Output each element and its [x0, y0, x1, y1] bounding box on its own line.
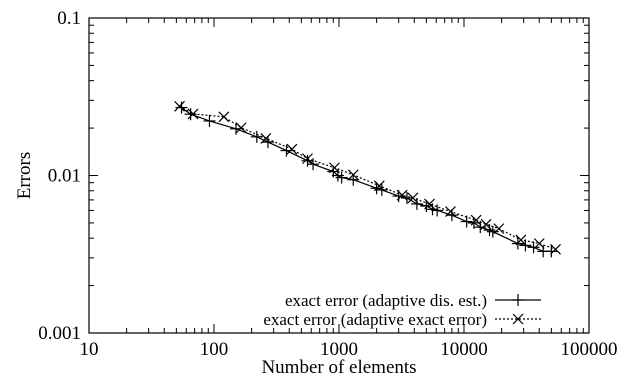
y-tick-label: 0.01: [48, 166, 81, 187]
data-point-1: [527, 241, 540, 254]
series-2: [174, 100, 561, 255]
axis-ticks: [88, 17, 590, 334]
data-point-1: [445, 209, 458, 222]
legend-marker-2: [512, 313, 524, 325]
data-point-2: [260, 132, 272, 144]
data-point-2: [174, 100, 185, 112]
data-point-2: [286, 143, 298, 155]
data-point-1: [375, 183, 388, 196]
data-point-1: [545, 245, 558, 258]
data-point-2: [493, 223, 505, 235]
data-point-2: [445, 206, 456, 218]
legend-label-1: exact error (adaptive dis. est.): [285, 291, 487, 310]
y-axis-title: Errors: [14, 152, 35, 199]
data-point-1: [474, 221, 487, 234]
data-point-1: [203, 114, 216, 127]
legend-marker-1: [512, 294, 524, 306]
data-point-2: [302, 153, 313, 165]
data-point-2: [187, 108, 199, 120]
data-point-2: [407, 192, 419, 204]
data-point-2: [235, 122, 247, 134]
data-point-1: [401, 191, 414, 204]
data-point-2: [329, 162, 340, 174]
data-point-1: [261, 136, 274, 149]
legend: exact error (adaptive dis. est.)exact er…: [263, 291, 541, 329]
data-point-1: [347, 173, 360, 186]
data-point-1: [483, 224, 496, 237]
data-point-2: [396, 189, 408, 201]
data-point-1: [486, 225, 499, 238]
legend-label-2: exact error (adaptive exact error): [263, 310, 487, 329]
data-point-1: [431, 204, 444, 217]
x-tick-label: 1000: [320, 339, 358, 360]
y-tick-labels: 0.001 0.01 0.1: [38, 8, 81, 344]
data-point-2: [373, 180, 385, 192]
data-point-2: [470, 214, 482, 226]
x-tick-label: 10000: [440, 339, 488, 360]
data-point-2: [480, 218, 492, 230]
data-point-1: [420, 200, 433, 213]
data-point-2: [533, 238, 545, 249]
data-point-1: [460, 215, 473, 228]
x-tick-labels: 10 100 1000 10000 100000: [80, 339, 618, 360]
data-point-2: [218, 111, 230, 123]
data-series: [174, 100, 561, 258]
y-tick-label: 0.001: [38, 323, 81, 344]
data-point-2: [515, 234, 527, 246]
x-axis-title: Number of elements: [261, 357, 416, 378]
x-tick-label: 100000: [561, 339, 618, 360]
data-point-2: [550, 243, 561, 255]
data-point-2: [424, 198, 435, 210]
data-point-1: [301, 154, 314, 167]
series-1: [175, 101, 558, 258]
x-tick-label: 10: [80, 339, 99, 360]
series-line-2: [179, 105, 556, 250]
x-tick-label: 100: [200, 339, 229, 360]
data-point-1: [307, 158, 320, 171]
data-point-2: [347, 169, 359, 181]
y-tick-label: 0.1: [57, 8, 81, 29]
data-point-1: [335, 171, 348, 184]
